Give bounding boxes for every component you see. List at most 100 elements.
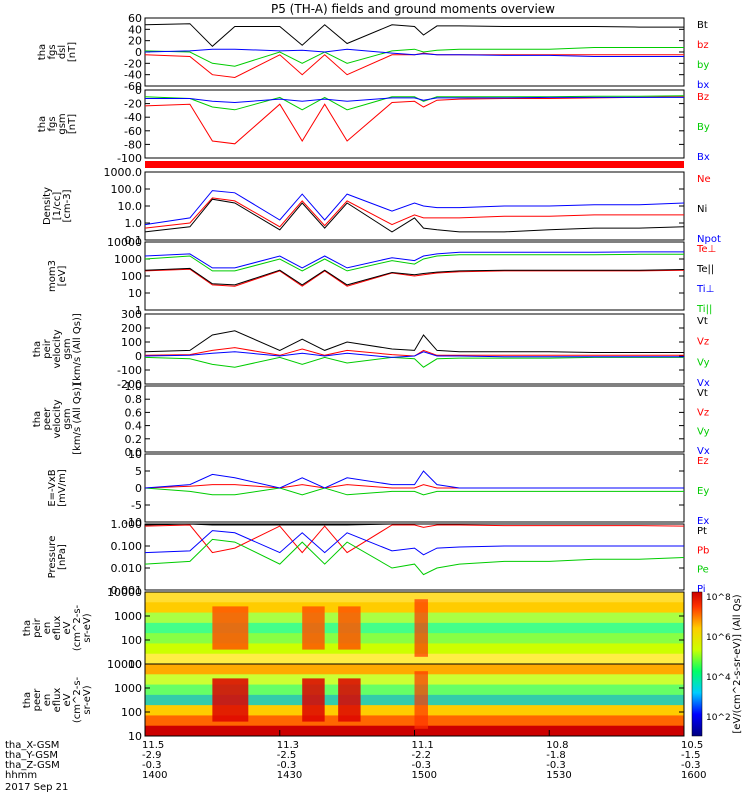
legend-entry: Vx (697, 378, 710, 389)
legend-entry: bz (697, 40, 709, 51)
legend-entry: Vx (697, 446, 710, 457)
x-row-value: -1.8 (546, 750, 566, 761)
y-tick-label: 5 (135, 465, 142, 478)
y-tick-label: -100 (117, 152, 142, 165)
y-tick-label: 10 (128, 448, 142, 461)
series-line (144, 523, 684, 526)
y-axis-label: eflux (52, 688, 63, 713)
series-line (144, 253, 684, 272)
panel-frame (144, 17, 685, 87)
y-axis-label: gsm (62, 338, 73, 359)
panel-frame (144, 89, 685, 159)
y-tick-label: 10000 (107, 658, 142, 671)
y-axis-label: fgs (47, 116, 58, 131)
x-row-label: tha_X-GSM (5, 740, 59, 751)
legend-entry: Ni (697, 204, 707, 215)
y-axis-label: tha (37, 116, 48, 132)
x-time-label: 1430 (277, 770, 302, 781)
y-axis-label: [km/s (All Qs)] (72, 383, 83, 455)
series-line (144, 23, 684, 47)
x-row-value: -0.3 (277, 760, 297, 771)
y-tick-label: 0.4 (125, 420, 143, 433)
legend-entry: Npot (697, 234, 721, 245)
y-axis-label: [km/s (All Qs)] (72, 313, 83, 385)
y-axis-label: sr-eV) (82, 685, 93, 714)
series-line (144, 190, 685, 226)
series-line (144, 347, 684, 357)
x-row-label: tha_Y-GSM (5, 750, 58, 761)
heatmap-burst (338, 606, 361, 650)
y-tick-label: -40 (124, 111, 142, 124)
y-axis-label: tha (32, 341, 43, 357)
y-tick-label: 1000 (114, 610, 142, 623)
y-axis-label: dsl (57, 45, 68, 59)
y-axis-label: [nT] (67, 42, 78, 62)
x-row-value: -2.9 (142, 750, 162, 761)
series-line (144, 52, 684, 79)
y-tick-label: 0.2 (125, 433, 143, 446)
y-axis-label: peer (42, 407, 53, 431)
x-row-value: 11.1 (412, 740, 434, 751)
series-line (144, 197, 684, 229)
y-tick-label: 0.8 (125, 393, 143, 406)
x-row-value: -0.3 (142, 760, 162, 771)
y-axis-label: [cm-3] (62, 189, 73, 222)
legend-entry: Vz (697, 337, 709, 348)
legend-entry: Vt (697, 388, 708, 399)
legend-entry: Pe (697, 565, 709, 576)
y-axis-label: en (42, 622, 53, 635)
x-time-label: 1500 (412, 770, 437, 781)
legend-entry: Pb (697, 545, 709, 556)
legend-entry: Vy (697, 427, 710, 438)
y-axis-label: peir (42, 338, 53, 358)
legend-entry: Bx (697, 152, 710, 163)
heatmap-burst (302, 678, 325, 722)
y-tick-label: 100 (121, 706, 142, 719)
x-row-value: 11.5 (142, 740, 164, 751)
y-axis-label: [nPa] (57, 544, 68, 570)
heatmap-burst (338, 678, 361, 722)
colorbar-tick: 10^6 (706, 633, 731, 643)
panel-pressure: 1.000 0.100 0.010 0.001 Pressure [nPa] Pt Pb Pe P… (47, 518, 709, 597)
series-line (144, 530, 684, 556)
series-line (144, 268, 685, 287)
y-tick-label: 0.100 (111, 540, 143, 553)
y-axis-label: peer (32, 688, 43, 712)
heatmap-band (145, 664, 684, 675)
y-tick-label: 10000 (107, 586, 142, 599)
y-tick-label: 1000.0 (104, 166, 143, 179)
y-tick-label: 0 (135, 482, 142, 495)
heatmap-burst (302, 606, 325, 650)
panel-temperature: 10000 1000 100 10 1 mom3 [eV] Te⊥ Te|| Ti⊥ Ti|| (47, 236, 716, 317)
y-axis-label: eV (62, 621, 73, 634)
y-tick-label: 100.0 (111, 183, 143, 196)
y-tick-label: 200 (121, 322, 142, 335)
series-line (144, 251, 684, 269)
series-line (144, 538, 685, 576)
legend-entry: Ex (697, 516, 709, 527)
y-axis-label: [1/cc] (52, 192, 63, 221)
legend-entry: by (697, 60, 709, 71)
legend-entry: Vy (697, 357, 710, 368)
x-row-value: 11.3 (277, 740, 299, 751)
x-time-label: 1600 (681, 770, 706, 781)
x-time-label: 1530 (546, 770, 571, 781)
y-tick-label: 40 (128, 23, 142, 36)
panel-density: 1000.0 100.0 10.0 1.0 0.1 Density [1/cc] [cm-3]… (42, 166, 721, 247)
heatmap-band (145, 592, 684, 603)
colorbar-label: [eV/(cm^2-s-sr-eV)] (All Qs) (732, 594, 743, 733)
x-row-value: -2.5 (277, 750, 297, 761)
y-tick-label: 10 (128, 730, 142, 743)
y-tick-label: 1.0 (125, 217, 143, 230)
panel-frame (144, 385, 685, 453)
y-tick-label: 60 (128, 12, 142, 25)
series-line (144, 487, 684, 496)
series-line (144, 484, 684, 489)
y-tick-label: 10.0 (118, 200, 143, 213)
x-row-value: 10.8 (546, 740, 568, 751)
x-time-label: 1400 (142, 770, 167, 781)
